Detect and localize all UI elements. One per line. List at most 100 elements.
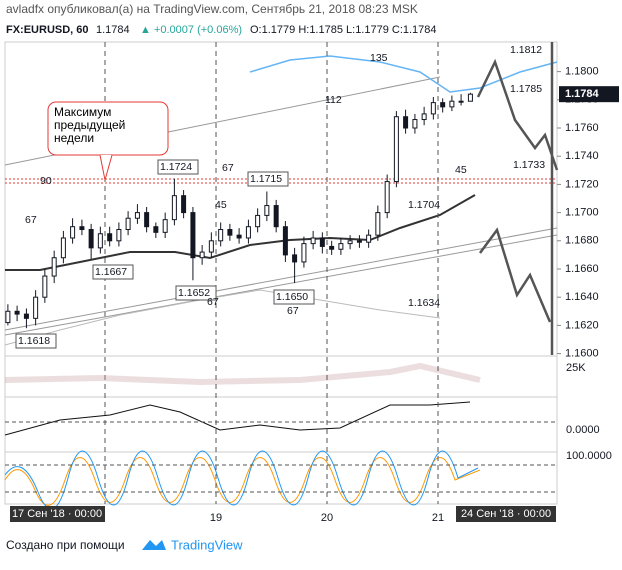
candle-body — [301, 243, 307, 263]
candle-body — [310, 237, 316, 245]
candle-body — [162, 219, 168, 233]
last-price: 1.1784 — [96, 24, 130, 36]
band — [249, 55, 558, 93]
annotation-box — [92, 264, 134, 280]
y-tick-label: 1.1660 — [565, 263, 599, 275]
candle-body — [319, 237, 325, 247]
stochastic-tick: 100.0000 — [566, 450, 612, 462]
candle-body — [5, 310, 11, 324]
candle-body — [51, 257, 57, 277]
candle-body — [347, 240, 353, 245]
candle-body — [245, 226, 251, 239]
annotation-box — [175, 285, 217, 301]
candle-body — [412, 119, 418, 129]
candle-body — [70, 226, 76, 239]
y-tick-label: 1.1600 — [565, 347, 599, 359]
candle-body — [153, 226, 159, 233]
y-tick-label: 1.1640 — [565, 291, 599, 303]
candle-body — [134, 212, 140, 219]
oscillator — [4, 401, 471, 436]
y-tick-label: 1.1620 — [565, 319, 599, 331]
frame — [4, 41, 558, 505]
candle-body — [60, 237, 66, 259]
annotation: 67 — [207, 296, 219, 308]
annotation: 1.1715 — [250, 173, 282, 185]
candle-body — [236, 234, 242, 239]
stochastic — [4, 450, 479, 510]
callout-text: Максимум предыдущей недели — [54, 106, 126, 145]
annotation: 112 — [325, 94, 342, 106]
logo — [142, 540, 166, 550]
stochastic — [4, 457, 481, 506]
annotation: 45 — [215, 199, 227, 211]
candle-body — [384, 181, 390, 214]
annotation: 1.1704 — [408, 199, 440, 211]
oscillator-tick: 0.0000 — [566, 424, 600, 436]
band — [4, 289, 441, 346]
annotation-box — [15, 333, 57, 349]
annotation: 1.1650 — [276, 291, 308, 303]
annotation: 135 — [370, 52, 388, 64]
candle-body — [403, 116, 409, 129]
candle-body — [33, 296, 39, 319]
publish-line: avladfx опубликовал(а) на TradingView.co… — [6, 2, 418, 16]
callout-pointer — [99, 154, 113, 181]
candle-body — [144, 212, 150, 228]
price-tag: 1.1784 — [565, 88, 600, 100]
candle-body — [97, 233, 103, 249]
candle-body — [449, 100, 455, 108]
y-tick-label: 1.1720 — [565, 178, 599, 190]
candle-body — [181, 195, 187, 214]
y-tick-label: 1.1700 — [565, 207, 599, 219]
x-tick-label: 19 — [210, 512, 222, 524]
made-with: Создано при помощи — [6, 538, 125, 552]
annotation: 1.1812 — [510, 44, 542, 56]
candle-body — [208, 240, 214, 253]
candle-body — [116, 229, 122, 242]
y-tick-label: 1.1800 — [565, 66, 599, 78]
annotation: 1.1618 — [18, 335, 50, 347]
x-tick-label: 20 — [321, 512, 333, 524]
candle-body — [218, 229, 224, 242]
candle-body — [329, 245, 335, 250]
candle-body — [421, 113, 427, 121]
candle-body — [23, 313, 29, 319]
annotation-box — [247, 171, 289, 187]
candle-body — [338, 243, 344, 250]
candle-body — [292, 254, 298, 263]
candle-body — [107, 233, 113, 242]
annotation: 1.1733 — [513, 159, 545, 171]
time-label: 24 Сен '18 · 00:00 — [461, 508, 551, 520]
candle-body — [282, 226, 288, 256]
y-tick-label: 1.1760 — [565, 122, 599, 134]
candle-body — [356, 240, 362, 243]
candle-body — [467, 93, 473, 102]
candle-body — [430, 102, 436, 115]
candle-body — [440, 102, 446, 108]
annotation: 45 — [455, 164, 467, 176]
annotation: 1.1667 — [95, 266, 127, 278]
candle-body — [375, 212, 381, 236]
candle-body — [273, 205, 279, 228]
annotation: 1.1785 — [510, 83, 542, 95]
annotation: 1.1634 — [408, 297, 440, 309]
candle-body — [42, 275, 48, 298]
candle-body — [79, 226, 85, 231]
volume-tick: 25K — [566, 362, 586, 374]
price-tag-box — [559, 86, 619, 103]
time-label-box — [10, 506, 105, 522]
annotation-box — [157, 159, 199, 175]
y-tick-label: 1.1680 — [565, 235, 599, 247]
y-tick-label: 1.1740 — [565, 150, 599, 162]
candle-body — [14, 310, 20, 315]
annotation: 67 — [222, 162, 234, 174]
forecast — [476, 42, 559, 355]
candle-body — [393, 116, 399, 183]
moving-average — [5, 194, 476, 271]
indicators — [4, 42, 559, 510]
annotation: 90 — [40, 175, 52, 187]
annotation: 67 — [287, 305, 299, 317]
annotation: 67 — [25, 214, 37, 226]
